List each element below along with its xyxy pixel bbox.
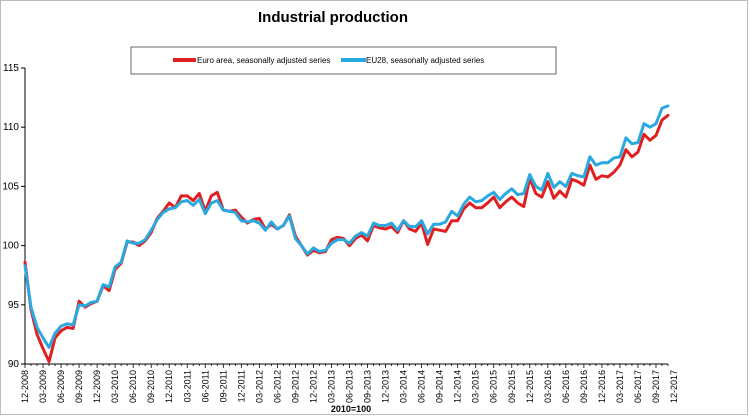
legend-label-eu28: EU28, seasonally adjusted series	[366, 56, 484, 65]
x-tick-label: 09-2015	[507, 370, 517, 403]
x-tick-label: 06-2015	[489, 370, 499, 403]
chart-title: Industrial production	[258, 9, 408, 26]
series-line-euro-area	[23, 113, 670, 364]
x-tick-label: 09-2011	[218, 370, 228, 402]
y-ticks: 90 95 100 105 110 115	[2, 63, 25, 370]
x-tick-label: 09-2009	[74, 370, 84, 403]
y-tick-label: 115	[3, 63, 19, 74]
x-tick-label: 09-2017	[651, 370, 661, 403]
x-tick-label: 03-2011	[182, 370, 192, 402]
x-tick-label: 03-2013	[326, 370, 336, 403]
series-lines	[23, 104, 670, 364]
x-tick-label: 06-2016	[561, 370, 571, 403]
x-tick-label: 09-2012	[290, 370, 300, 403]
x-tick-label: 06-2017	[633, 370, 643, 403]
x-tick-label: 12-2008	[20, 370, 30, 403]
x-tick-label: 12-2013	[381, 370, 391, 403]
legend-label-euro-area: Euro area, seasonally adjusted series	[197, 56, 330, 65]
y-tick-label: 100	[2, 241, 19, 252]
x-tick-label: 12-2011	[236, 370, 246, 402]
x-tick-label: 06-2011	[200, 370, 210, 402]
x-tick-label: 12-2017	[669, 370, 679, 403]
x-tick-label: 06-2012	[272, 370, 282, 403]
x-tick-label: 03-2009	[38, 370, 48, 403]
y-tick-label: 90	[8, 359, 20, 370]
x-tick-label: 06-2013	[345, 370, 355, 403]
x-tick-label: 09-2014	[435, 370, 445, 403]
x-tick-label: 09-2010	[146, 370, 156, 403]
x-tick-label: 12-2012	[308, 370, 318, 403]
x-tick-label: 09-2016	[579, 370, 589, 403]
y-tick-label: 95	[8, 300, 20, 311]
x-ticks: 12-2008 03-2009 06-2009 09-2009 12-2009 03-20…	[20, 364, 679, 403]
y-tick-label: 110	[3, 122, 19, 133]
x-tick-label: 06-2009	[56, 370, 66, 403]
x-tick-label: 12-2016	[597, 370, 607, 403]
legend: Euro area, seasonally adjusted series EU…	[130, 46, 557, 75]
x-tick-label: 03-2015	[471, 370, 481, 403]
x-tick-label: 12-2010	[164, 370, 174, 403]
x-tick-label: 06-2014	[417, 370, 427, 403]
x-tick-label: 06-2010	[128, 370, 138, 403]
x-axis-label: 2010=100	[331, 404, 371, 414]
x-tick-label: 03-2014	[399, 370, 409, 403]
series-line-eu28	[23, 104, 670, 349]
x-tick-label: 03-2017	[615, 370, 625, 403]
x-tick-label: 12-2009	[92, 370, 102, 403]
x-tick-label: 09-2013	[363, 370, 373, 403]
y-tick-label: 105	[2, 181, 19, 192]
x-tick-label: 03-2012	[254, 370, 264, 403]
x-tick-label: 12-2014	[453, 370, 463, 403]
x-tick-label: 03-2016	[543, 370, 553, 403]
x-tick-label: 03-2010	[110, 370, 120, 403]
x-tick-label: 12-2015	[525, 370, 535, 403]
